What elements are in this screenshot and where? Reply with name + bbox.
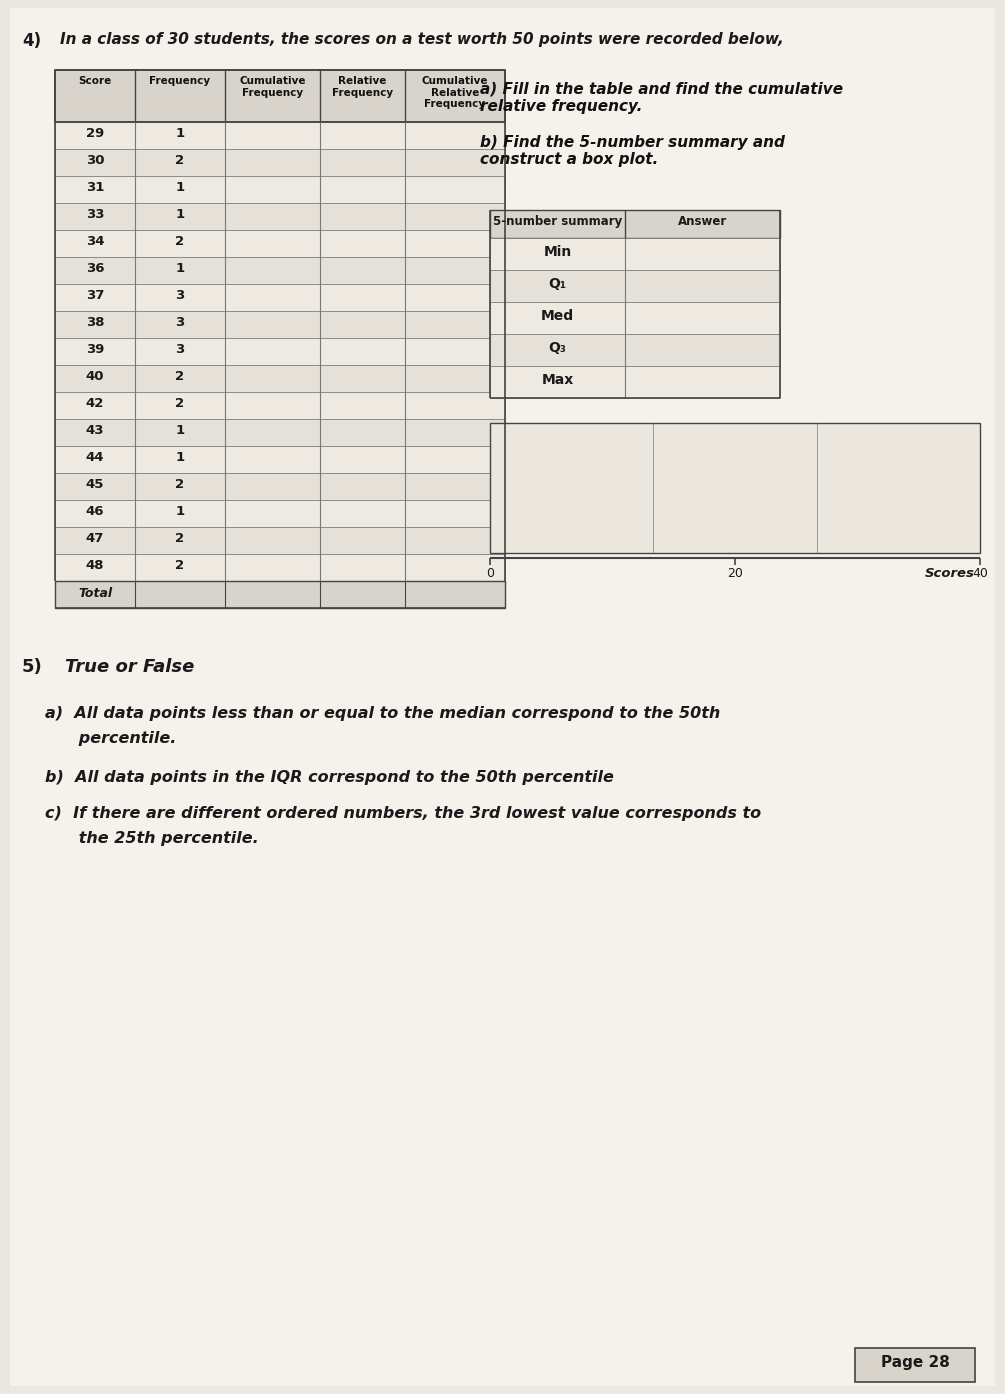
Text: 46: 46: [85, 505, 105, 519]
Text: percentile.: percentile.: [45, 730, 176, 746]
Text: Q₁: Q₁: [549, 277, 567, 291]
Text: 48: 48: [85, 559, 105, 572]
Bar: [55, 230, 505, 256]
Bar: [55, 473, 505, 500]
Text: 40: 40: [972, 567, 988, 580]
Bar: [55, 284, 505, 311]
Text: 36: 36: [85, 262, 105, 275]
Text: 2: 2: [176, 153, 185, 167]
Bar: [55, 70, 505, 123]
Bar: [55, 446, 505, 473]
Text: 43: 43: [85, 424, 105, 436]
Text: 3: 3: [176, 289, 185, 302]
Text: 20: 20: [727, 567, 743, 580]
Text: 2: 2: [176, 369, 185, 383]
Text: b)  All data points in the IQR correspond to the 50th percentile: b) All data points in the IQR correspond…: [45, 769, 614, 785]
Text: b) Find the 5-number summary and
construct a box plot.: b) Find the 5-number summary and constru…: [480, 135, 785, 167]
Text: the 25th percentile.: the 25th percentile.: [45, 831, 258, 846]
Text: 1: 1: [176, 424, 185, 436]
Bar: [55, 256, 505, 284]
Text: Max: Max: [542, 374, 574, 388]
Text: 42: 42: [85, 397, 105, 410]
Text: a) Fill in the table and find the cumulative
relative frequency.: a) Fill in the table and find the cumula…: [480, 82, 843, 114]
Bar: [55, 365, 505, 392]
Bar: [55, 392, 505, 420]
Text: 30: 30: [85, 153, 105, 167]
Text: In a class of 30 students, the scores on a test worth 50 points were recorded be: In a class of 30 students, the scores on…: [60, 32, 784, 47]
Text: Min: Min: [544, 245, 572, 259]
Bar: [55, 527, 505, 553]
Text: 5-number summary: 5-number summary: [492, 215, 622, 229]
Text: 2: 2: [176, 397, 185, 410]
Bar: [490, 270, 780, 302]
Text: a)  All data points less than or equal to the median correspond to the 50th: a) All data points less than or equal to…: [45, 705, 721, 721]
Text: 37: 37: [85, 289, 105, 302]
Text: 33: 33: [85, 208, 105, 222]
Text: 4): 4): [22, 32, 41, 50]
Bar: [55, 204, 505, 230]
Bar: [55, 500, 505, 527]
Bar: [55, 149, 505, 176]
Bar: [490, 302, 780, 335]
Bar: [490, 210, 780, 238]
Text: Q₃: Q₃: [549, 342, 567, 355]
Text: Total: Total: [78, 587, 113, 599]
Text: Cumulative
Frequency: Cumulative Frequency: [239, 77, 306, 98]
Bar: [55, 553, 505, 581]
Bar: [855, 1348, 975, 1381]
Bar: [55, 123, 505, 149]
Text: 3: 3: [176, 343, 185, 355]
Text: 2: 2: [176, 236, 185, 248]
Text: Page 28: Page 28: [880, 1355, 950, 1370]
Text: 1: 1: [176, 208, 185, 222]
Bar: [490, 335, 780, 367]
Text: Answer: Answer: [678, 215, 728, 229]
Text: Relative
Frequency: Relative Frequency: [332, 77, 393, 98]
Text: 5): 5): [22, 658, 43, 676]
Text: Cumulative
Relative
Frequency: Cumulative Relative Frequency: [422, 77, 488, 109]
Bar: [55, 176, 505, 204]
Bar: [55, 337, 505, 365]
Text: 0: 0: [486, 567, 494, 580]
Text: 1: 1: [176, 452, 185, 464]
Text: True or False: True or False: [65, 658, 194, 676]
Text: 1: 1: [176, 505, 185, 519]
Text: 2: 2: [176, 533, 185, 545]
Bar: [490, 238, 780, 270]
Text: Frequency: Frequency: [150, 77, 211, 86]
Text: 2: 2: [176, 478, 185, 491]
Text: 34: 34: [85, 236, 105, 248]
Text: Scores: Scores: [926, 567, 975, 580]
Text: 3: 3: [176, 316, 185, 329]
Text: 44: 44: [85, 452, 105, 464]
Text: 1: 1: [176, 262, 185, 275]
Text: 39: 39: [85, 343, 105, 355]
Text: 1: 1: [176, 181, 185, 194]
Text: 40: 40: [85, 369, 105, 383]
Bar: [55, 311, 505, 337]
Bar: [490, 367, 780, 399]
Bar: [55, 420, 505, 446]
Text: Score: Score: [78, 77, 112, 86]
Text: 47: 47: [85, 533, 105, 545]
Text: 29: 29: [85, 127, 105, 139]
Bar: [55, 581, 505, 608]
Text: 38: 38: [85, 316, 105, 329]
Text: 45: 45: [85, 478, 105, 491]
Text: 1: 1: [176, 127, 185, 139]
Bar: [490, 422, 980, 553]
Text: 2: 2: [176, 559, 185, 572]
Text: Med: Med: [541, 309, 574, 323]
Text: 31: 31: [85, 181, 105, 194]
Text: c)  If there are different ordered numbers, the 3rd lowest value corresponds to: c) If there are different ordered number…: [45, 806, 761, 821]
